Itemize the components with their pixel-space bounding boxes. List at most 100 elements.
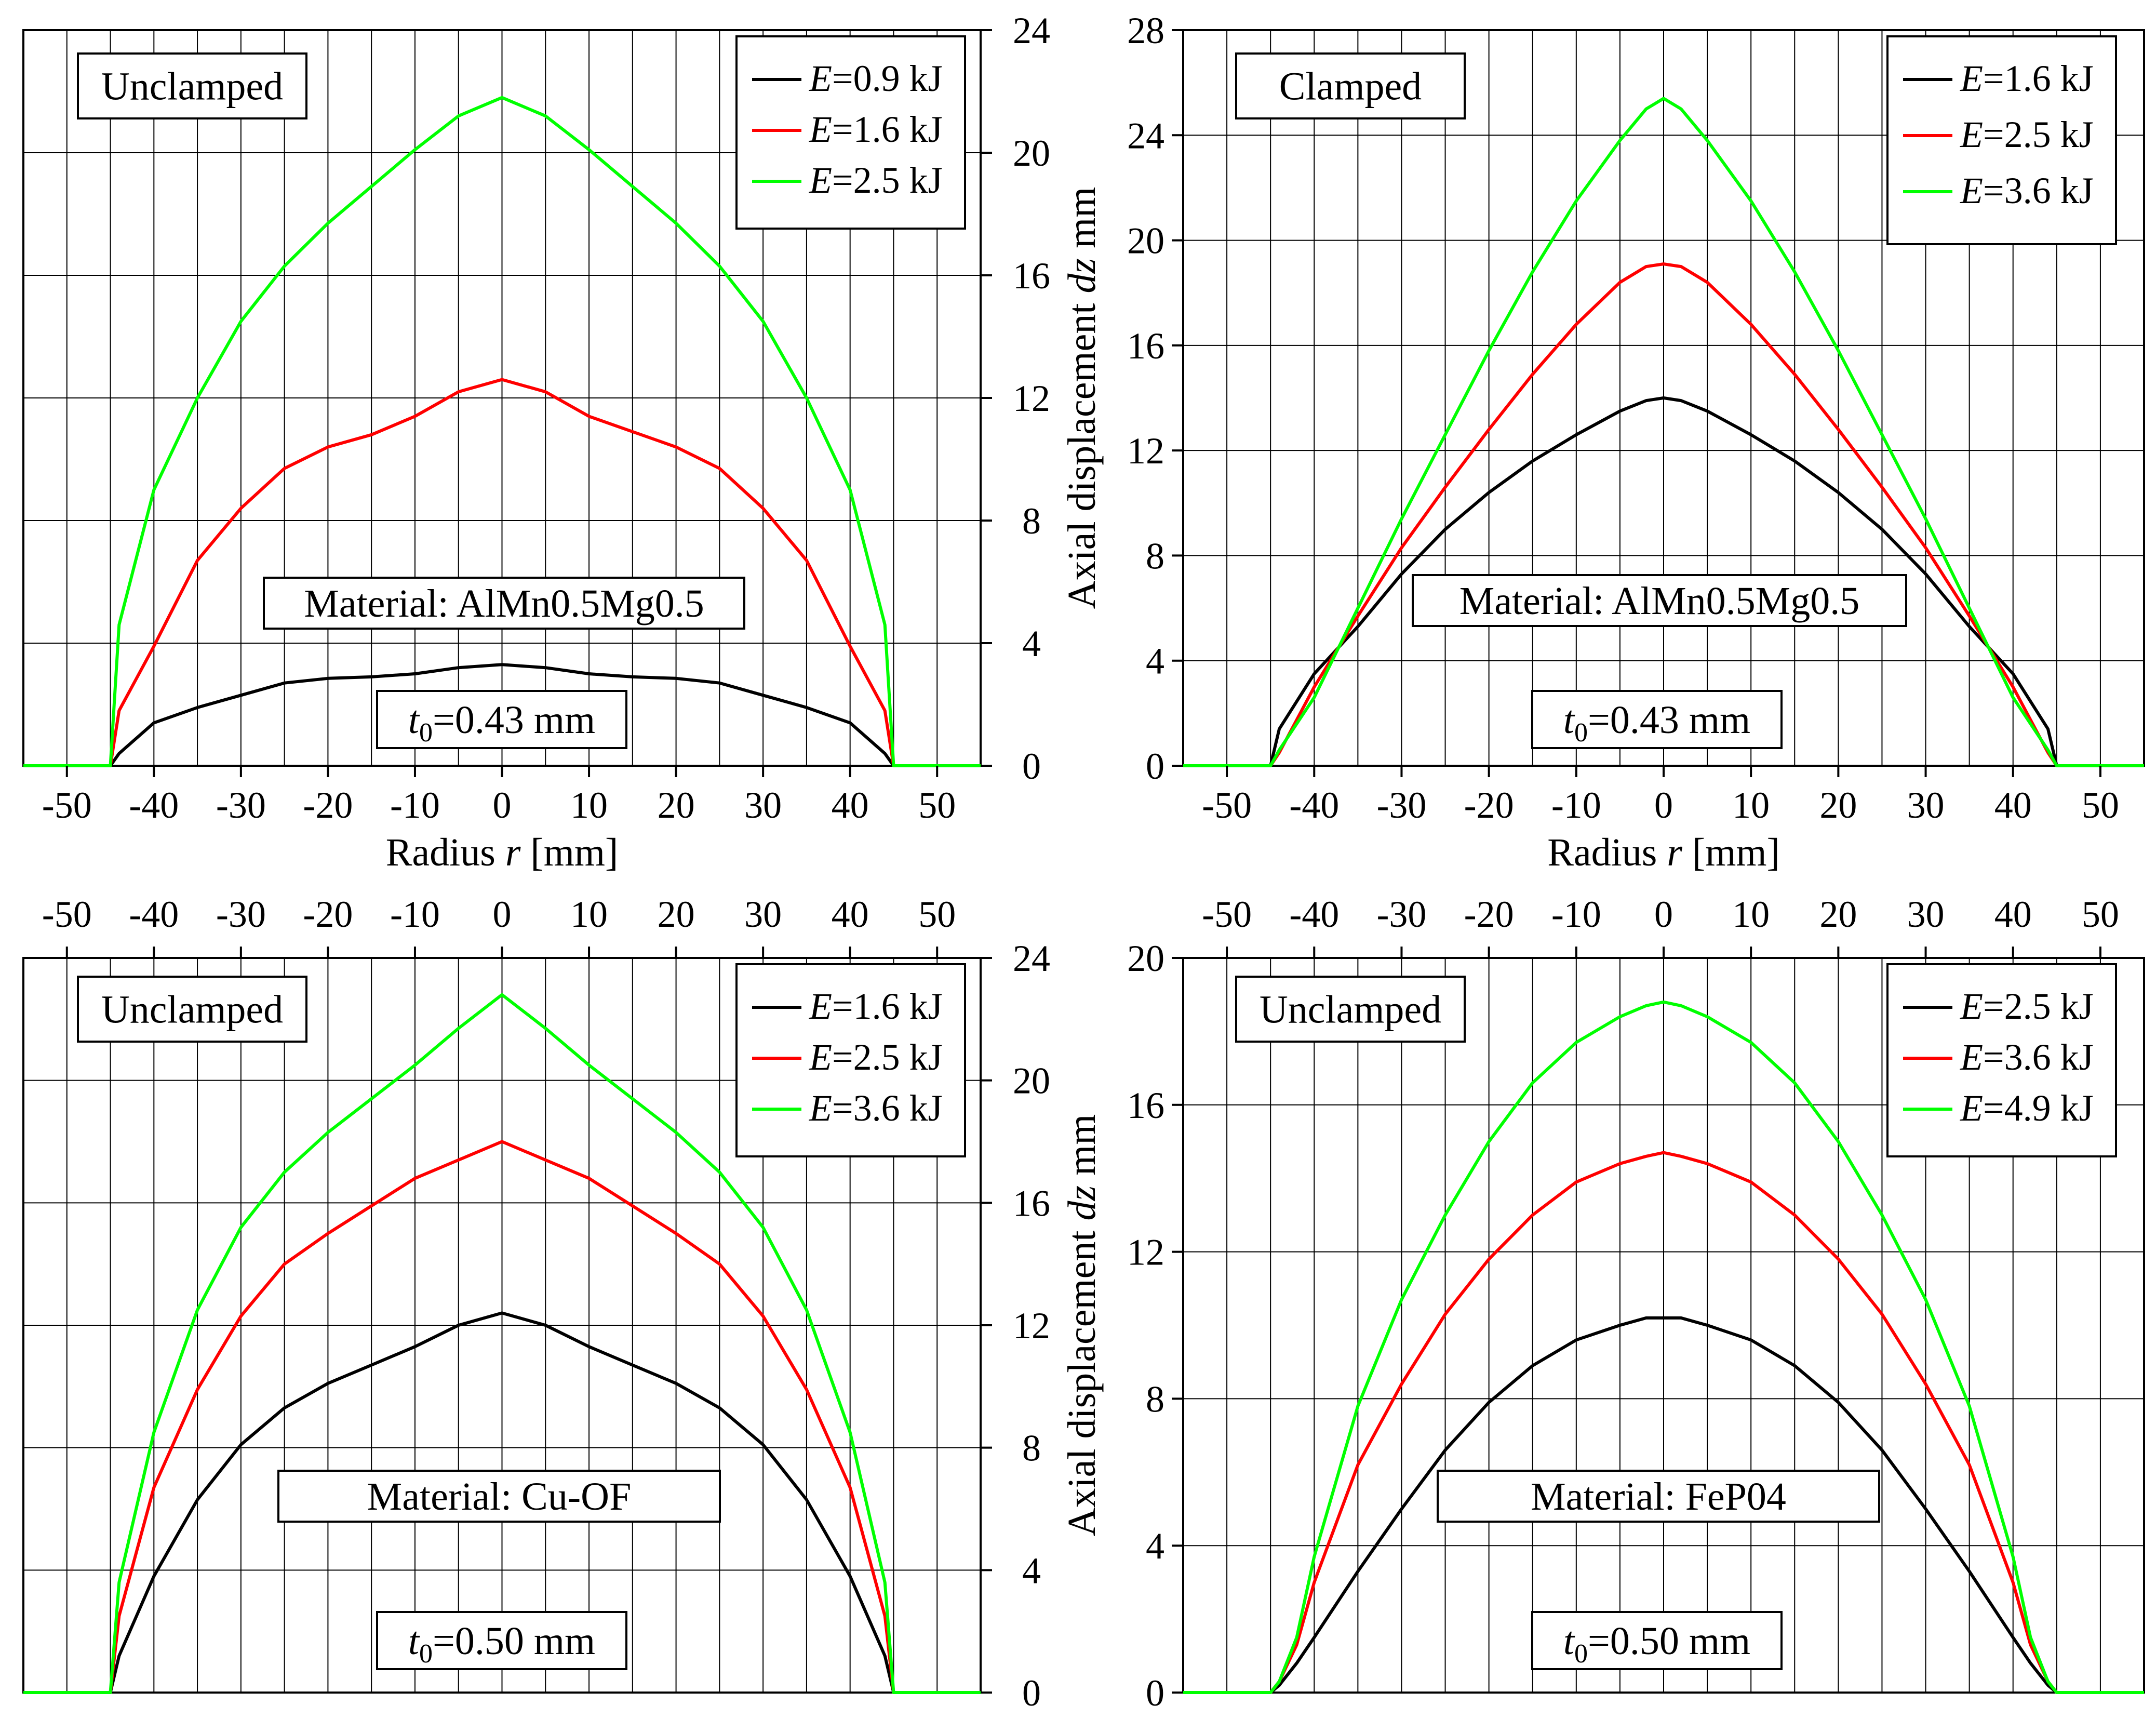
text-run: =0.50 mm — [433, 1619, 595, 1663]
thickness-label-box: t0=0.43 mm — [376, 690, 627, 749]
text-run: 0 — [1574, 718, 1588, 748]
state-label-box: Unclamped — [77, 52, 307, 119]
text-run: =3.6 kJ — [832, 1087, 943, 1129]
legend-entry-2: E=3.6 kJ — [809, 1087, 943, 1129]
x-axis: -50 -40 -30 -20 -10 0 10 20 30 40 50 — [1202, 894, 2119, 958]
state-label: Unclamped — [101, 65, 283, 109]
legend-frame — [1886, 963, 2117, 1157]
y-tick-label: 4 — [1146, 641, 1164, 682]
x-tick-label: 0 — [1654, 784, 1673, 826]
x-tick-label: -20 — [1464, 894, 1514, 935]
series-line-2 — [1183, 97, 2144, 767]
y-tick-label: 4 — [1022, 1550, 1041, 1591]
material-label-box: Material: Cu-OF — [277, 1470, 721, 1523]
series-line-2 — [23, 993, 981, 1694]
legend-frame — [735, 963, 966, 1157]
text-run: Radius — [1547, 831, 1667, 874]
thickness-label: t0=0.43 mm — [408, 698, 595, 748]
legend-entry-2: E=3.6 kJ — [1960, 170, 2094, 211]
x-tick-label: 30 — [1907, 894, 1945, 935]
material-label-box: Material: AlMn0.5Mg0.5 — [263, 577, 745, 630]
text-run: =0.9 kJ — [832, 58, 943, 99]
gridlines — [23, 958, 981, 1693]
series-line-1 — [23, 378, 981, 767]
legend-entry-1: E=3.6 kJ — [1960, 1036, 2094, 1078]
legend-symbol: E — [1960, 985, 1983, 1027]
x-axis: -50 -40 -30 -20 -10 0 10 20 30 40 50 — [42, 894, 956, 958]
thickness-label-frame — [376, 1611, 627, 1670]
x-axis-title: Radius r [mm] — [386, 831, 619, 874]
x-tick-label: 10 — [1732, 784, 1770, 826]
legend-entry-0: E=1.6 kJ — [1960, 58, 2094, 99]
thickness-label-box: t0=0.43 mm — [1531, 690, 1783, 749]
y-tick-label: 8 — [1146, 1378, 1164, 1420]
x-tick-label: 40 — [832, 894, 869, 935]
series-line-1 — [1183, 262, 2144, 767]
x-tick-label: -40 — [1289, 784, 1339, 826]
x-tick-label: 20 — [1819, 784, 1857, 826]
x-tick-label: -20 — [303, 894, 353, 935]
y-tick-label: 28 — [1127, 10, 1164, 51]
legend-symbol: E — [1960, 58, 1983, 99]
state-label-frame — [1235, 976, 1466, 1043]
legend-entry-0: E=0.9 kJ — [809, 58, 943, 99]
y-axis: 0 4 8 12 16 20 — [1127, 938, 1183, 1714]
y-tick-label: 12 — [1127, 430, 1164, 472]
y-tick-label: 8 — [1022, 1428, 1041, 1469]
x-tick-label: 20 — [1819, 894, 1857, 935]
x-tick-label: -30 — [1376, 784, 1426, 826]
x-tick-label: -20 — [303, 784, 353, 826]
thickness-label-box: t0=0.50 mm — [376, 1611, 627, 1670]
text-run: 0 — [1574, 1639, 1588, 1669]
material-label-box: Material: AlMn0.5Mg0.5 — [1412, 574, 1907, 627]
y-tick-label: 0 — [1022, 745, 1041, 787]
y-axis: 0 4 8 12 16 20 24 28 — [1127, 10, 1183, 787]
x-tick-label: -30 — [216, 894, 266, 935]
legend-entry-2: E=4.9 kJ — [1960, 1087, 2094, 1129]
text-run: =2.5 kJ — [832, 159, 943, 201]
legend-entry-1: E=1.6 kJ — [809, 109, 943, 150]
thickness-label-frame — [376, 690, 627, 749]
text-run: dz — [1060, 258, 1104, 294]
state-label-frame — [77, 976, 307, 1043]
legend-symbol: E — [1960, 170, 1983, 211]
x-tick-label: -10 — [390, 894, 440, 935]
x-tick-label: 0 — [493, 784, 512, 826]
gridlines — [1183, 30, 2144, 766]
y-tick-label: 24 — [1013, 10, 1050, 51]
text-run: =1.6 kJ — [832, 109, 943, 150]
y-axis-title: Axial displacement dz mm — [1060, 187, 1104, 609]
text-run: =1.6 kJ — [832, 985, 943, 1027]
material-label: Material: AlMn0.5Mg0.5 — [304, 582, 704, 625]
series-line-0 — [1183, 396, 2144, 767]
text-run: Radius — [386, 831, 505, 874]
state-label-frame — [1235, 52, 1466, 119]
text-run: =3.6 kJ — [1983, 170, 2094, 211]
x-tick-label: 50 — [918, 894, 956, 935]
x-tick-label: 50 — [2082, 784, 2119, 826]
material-label-box: Material: FeP04 — [1437, 1470, 1880, 1523]
y-tick-label: 16 — [1127, 325, 1164, 367]
thickness-label: t0=0.50 mm — [408, 1619, 595, 1669]
thickness-label: t0=0.43 mm — [1563, 698, 1750, 748]
state-label: Unclamped — [101, 988, 283, 1032]
text-run: =2.5 kJ — [1983, 114, 2094, 155]
chart-bottom-right: -50 -40 -30 -20 -10 0 10 20 30 40 50 0 4 8 12 16 20 Uncla… — [1127, 894, 2145, 1714]
legend-symbol: E — [809, 58, 832, 99]
state-label-frame — [77, 52, 307, 119]
x-tick-label: 10 — [570, 784, 608, 826]
text-run: mm — [1060, 187, 1104, 258]
x-tick-label: 50 — [918, 784, 956, 826]
thickness-label-box: t0=0.50 mm — [1531, 1611, 1783, 1670]
series-line-1 — [1183, 1151, 2144, 1694]
legend: E=1.6 kJE=2.5 kJE=3.6 kJ — [735, 963, 966, 1157]
y-axis: 0 4 8 12 16 20 24 — [981, 938, 1050, 1714]
y-tick-label: 16 — [1013, 1182, 1050, 1224]
text-run: mm — [1060, 1114, 1104, 1186]
x-tick-label: 40 — [832, 784, 869, 826]
material-label-frame — [1437, 1470, 1880, 1523]
text-run: Axial displacement — [1060, 293, 1104, 609]
y-tick-label: 8 — [1022, 500, 1041, 542]
legend-frame — [1886, 35, 2117, 245]
legend-symbol: E — [809, 1036, 832, 1078]
